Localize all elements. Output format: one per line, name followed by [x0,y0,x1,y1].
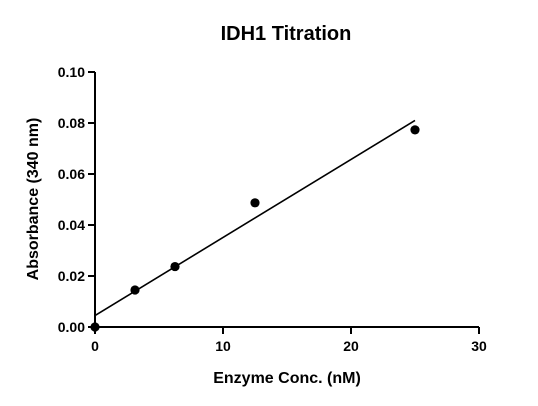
data-point [130,285,140,295]
x-axis: 0 10 20 30 [91,326,487,354]
y-tick-label: 0.04 [58,217,85,233]
y-tick-label: 0.02 [58,268,85,284]
data-point [410,125,420,135]
x-ticks: 0 10 20 30 [91,327,487,354]
data-point [250,198,260,208]
fit-line [94,119,416,317]
y-tick-label: 0.00 [58,319,85,335]
x-tick-label: 30 [471,338,487,354]
data-point [90,322,100,332]
chart-title: IDH1 Titration [221,23,352,45]
y-axis: 0.00 0.02 0.04 0.06 0.08 0.10 [58,64,96,335]
x-tick-label: 0 [91,338,99,354]
y-tick-label: 0.06 [58,166,85,182]
y-tick-label: 0.08 [58,115,85,131]
plot-area [90,119,420,332]
x-tick-label: 10 [215,338,231,354]
y-ticks: 0.00 0.02 0.04 0.06 0.08 0.10 [58,64,95,335]
x-axis-label: Enzyme Conc. (nM) [213,370,361,387]
y-tick-label: 0.10 [58,64,85,80]
x-tick-label: 20 [343,338,359,354]
data-point [170,261,180,272]
y-axis-label: Absorbance (340 nm) [25,118,42,281]
